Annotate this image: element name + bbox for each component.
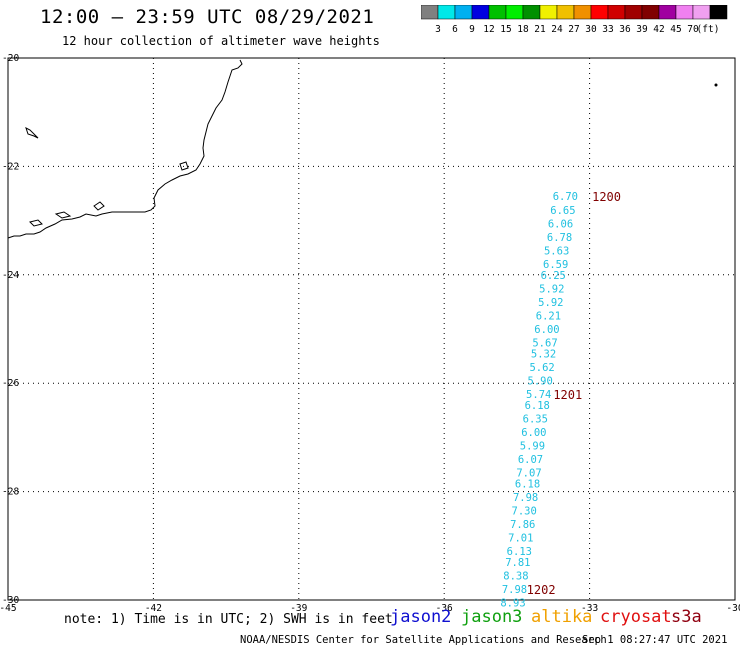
legend-label: 9 xyxy=(469,24,475,35)
swh-value: 6.25 xyxy=(541,270,566,282)
legend-label: 12 xyxy=(483,24,494,35)
swh-value: 6.00 xyxy=(521,427,546,439)
swh-value: 6.35 xyxy=(523,413,548,425)
map-frame xyxy=(7,57,736,601)
swh-value: 7.98 xyxy=(513,492,538,504)
generated-timestamp: Sep 1 08:27:47 UTC 2021 xyxy=(582,634,728,646)
swh-value: 5.92 xyxy=(539,283,564,295)
legend-label: 27 xyxy=(568,24,579,35)
swh-value: 6.65 xyxy=(550,205,575,217)
swh-value: 5.92 xyxy=(538,297,563,309)
satellite-cryosat-label: cryosat xyxy=(600,607,672,627)
legend-label: 45 xyxy=(670,24,681,35)
swh-value: 6.21 xyxy=(536,310,561,322)
swh-value: 8.93 xyxy=(500,598,525,610)
lat-tick-label: -26 xyxy=(2,378,19,389)
island-path xyxy=(54,211,72,219)
legend-label: 39 xyxy=(636,24,648,35)
swh-value: 7.86 xyxy=(510,519,535,531)
legend-label: 18 xyxy=(517,24,529,35)
map-grid xyxy=(7,57,736,601)
swh-value: 6.18 xyxy=(515,478,540,490)
legend-label: 30 xyxy=(585,24,597,35)
lon-tick-label: -30 xyxy=(726,603,740,614)
lon-tick-label: -33 xyxy=(581,603,598,614)
satellite-jason2-label: jason2 xyxy=(390,607,452,627)
swh-value: 6.70 xyxy=(553,191,578,203)
lon-tick-label: -39 xyxy=(290,603,307,614)
swh-value: 6.13 xyxy=(507,546,532,558)
swh-value: 6.07 xyxy=(518,454,543,466)
lon-tick-label: -36 xyxy=(436,603,453,614)
swh-value: 7.07 xyxy=(516,468,541,480)
page-subtitle: 12 hour collection of altimeter wave hei… xyxy=(62,34,380,48)
swh-value: 5.90 xyxy=(528,375,553,387)
altimeter-track: 6.706.656.066.785.636.596.255.925.926.21… xyxy=(500,190,621,610)
page-title: 12:00 — 23:59 UTC 08/29/2021 xyxy=(40,6,375,28)
island-path xyxy=(29,219,43,227)
swh-value: 5.63 xyxy=(544,245,569,257)
legend-label: (ft) xyxy=(697,24,720,35)
island-path xyxy=(93,201,105,211)
legend-swatch xyxy=(709,5,728,20)
swh-value: 6.06 xyxy=(548,218,573,230)
swh-value: 7.01 xyxy=(508,533,533,545)
legend-label: 24 xyxy=(551,24,563,35)
time-label: 1201 xyxy=(553,388,582,402)
satellite-altika-label: altika xyxy=(531,607,593,627)
swh-value: 7.98 xyxy=(502,584,527,596)
swh-value: 5.99 xyxy=(520,441,545,453)
legend-label: 3 xyxy=(435,24,441,35)
swh-value: 8.38 xyxy=(503,571,528,583)
coastline-path xyxy=(7,59,243,239)
swh-value: 7.30 xyxy=(512,506,537,518)
swh-value: 5.62 xyxy=(529,362,554,374)
axis-ticks: -45 -42 -39 -36 -33 -30 -20 -22 -24 -26 -28 -30 xyxy=(0,53,740,614)
footnote: note: 1) Time is in UTC; 2) SWH is in fe… xyxy=(64,612,393,627)
island-dot xyxy=(714,83,718,87)
swh-value: 7.81 xyxy=(505,557,530,569)
coastline xyxy=(7,59,718,239)
island-path xyxy=(25,127,39,139)
swh-value: 5.67 xyxy=(532,338,557,350)
legend-label: 21 xyxy=(534,24,546,35)
satellite-s3a-label: s3a xyxy=(671,607,702,627)
time-label: 1200 xyxy=(592,190,621,204)
color-legend: 3 6 9 12 15 18 21 24 27 30 33 36 39 42 45 70(ft) xyxy=(421,5,728,35)
legend-label: 33 xyxy=(602,24,613,35)
legend-label: 36 xyxy=(619,24,631,35)
swh-value: 6.18 xyxy=(525,400,550,412)
lat-tick-label: -20 xyxy=(2,53,19,64)
lon-tick-label: -42 xyxy=(145,603,162,614)
island-path xyxy=(179,161,189,171)
lat-tick-label: -24 xyxy=(2,270,19,281)
satellite-jason3-label: jason3 xyxy=(461,607,523,627)
swh-value: 6.59 xyxy=(543,259,568,271)
time-label: 1202 xyxy=(527,583,556,597)
swh-value: 6.00 xyxy=(534,324,559,336)
swh-value: 5.74 xyxy=(526,389,551,401)
lat-tick-label: -22 xyxy=(2,161,19,172)
legend-label: 42 xyxy=(653,24,664,35)
lon-tick-label: -45 xyxy=(0,603,17,614)
swh-value: 6.78 xyxy=(547,232,572,244)
lat-tick-label: -28 xyxy=(2,487,19,498)
legend-label: 15 xyxy=(500,24,511,35)
lat-tick-label: -30 xyxy=(2,595,19,606)
credit-line: NOAA/NESDIS Center for Satellite Applica… xyxy=(240,634,607,646)
legend-label: 70 xyxy=(687,24,699,35)
legend-label: 6 xyxy=(452,24,458,35)
swh-value: 5.32 xyxy=(531,348,556,360)
